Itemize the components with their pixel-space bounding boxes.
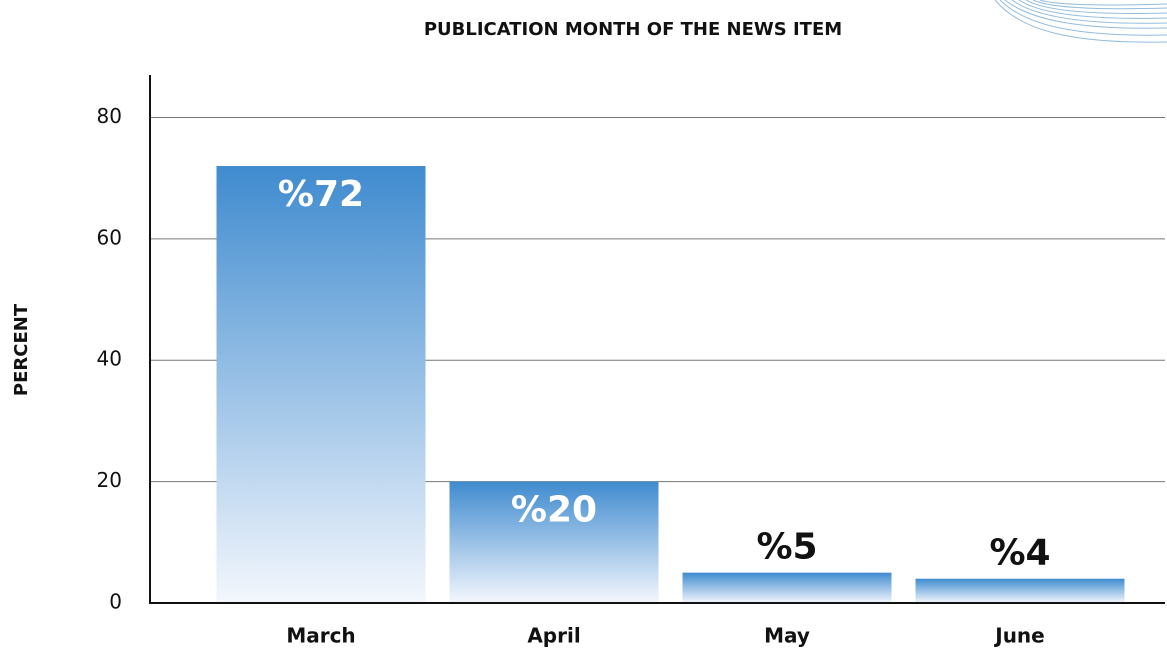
bar	[682, 572, 892, 603]
x-tick-label: April	[527, 624, 580, 648]
y-axis-label: PERCENT	[11, 303, 32, 396]
bar	[449, 481, 659, 603]
value-label: %5	[756, 527, 817, 568]
value-label: %72	[278, 174, 364, 215]
x-tick-label: May	[764, 624, 810, 648]
value-label: %4	[989, 533, 1050, 574]
chart-title: PUBLICATION MONTH OF THE NEWS ITEM	[424, 19, 842, 40]
value-label: %20	[511, 490, 597, 531]
decoration	[994, 0, 1167, 43]
bar	[216, 166, 426, 603]
x-tick-label: June	[993, 624, 1044, 648]
y-tick-label: 60	[97, 225, 122, 249]
y-tick-label: 80	[97, 104, 122, 128]
y-tick-label: 20	[97, 468, 122, 492]
y-tick-label: 0	[109, 590, 122, 614]
x-tick-label: March	[286, 624, 355, 648]
y-tick-label: 40	[97, 347, 122, 371]
bar	[915, 578, 1125, 603]
